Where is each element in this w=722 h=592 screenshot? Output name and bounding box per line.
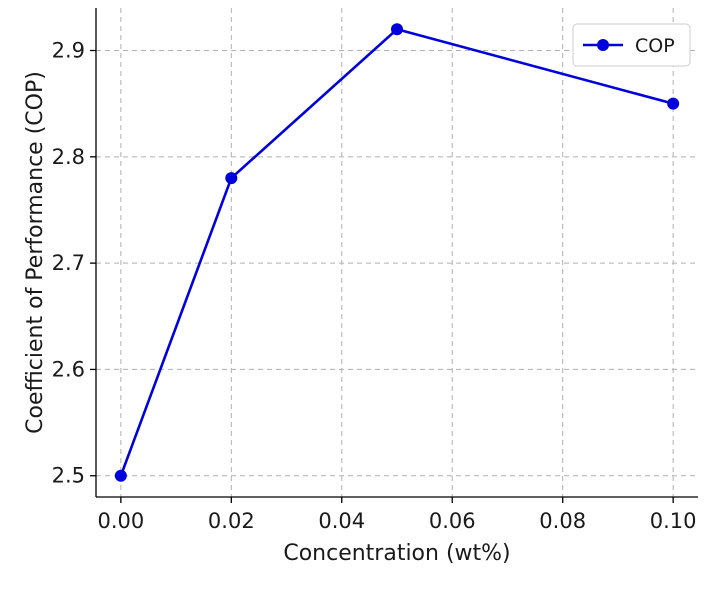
x-axis-ticks: 0.00 0.02 0.04 0.06 0.08 0.10 — [97, 497, 697, 533]
y-tick-label-4: 2.9 — [52, 39, 85, 63]
data-point-0-3 — [667, 97, 680, 110]
axes — [95, 8, 698, 498]
y-axis-ticks: 2.5 2.6 2.7 2.8 2.9 — [52, 39, 96, 488]
y-tick-label-1: 2.6 — [52, 357, 85, 381]
x-tick-label-2: 0.04 — [318, 509, 365, 533]
x-axis-label: Concentration (wt%) — [283, 541, 510, 566]
y-tick-label-0: 2.5 — [52, 464, 85, 488]
legend-entry-cop: COP — [635, 35, 675, 57]
y-tick-label-2: 2.7 — [52, 251, 85, 275]
series-layer — [114, 23, 680, 482]
x-tick-label-0: 0.00 — [97, 509, 144, 533]
legend-marker — [597, 39, 609, 51]
data-point-0-0 — [114, 469, 127, 482]
y-tick-label-3: 2.8 — [52, 145, 85, 169]
data-point-0-1 — [225, 172, 238, 185]
x-tick-label-1: 0.02 — [208, 509, 255, 533]
data-point-0-2 — [391, 23, 403, 36]
x-tick-label-5: 0.10 — [650, 509, 697, 533]
legend-box — [572, 23, 691, 67]
series-line-0 — [119, 27, 674, 477]
grid-lines — [96, 8, 698, 497]
legend: COP — [572, 23, 691, 67]
x-tick-label-4: 0.08 — [539, 509, 586, 533]
x-tick-label-3: 0.06 — [429, 509, 476, 533]
y-axis-label: Coefficient of Performance (COP) — [23, 71, 48, 434]
